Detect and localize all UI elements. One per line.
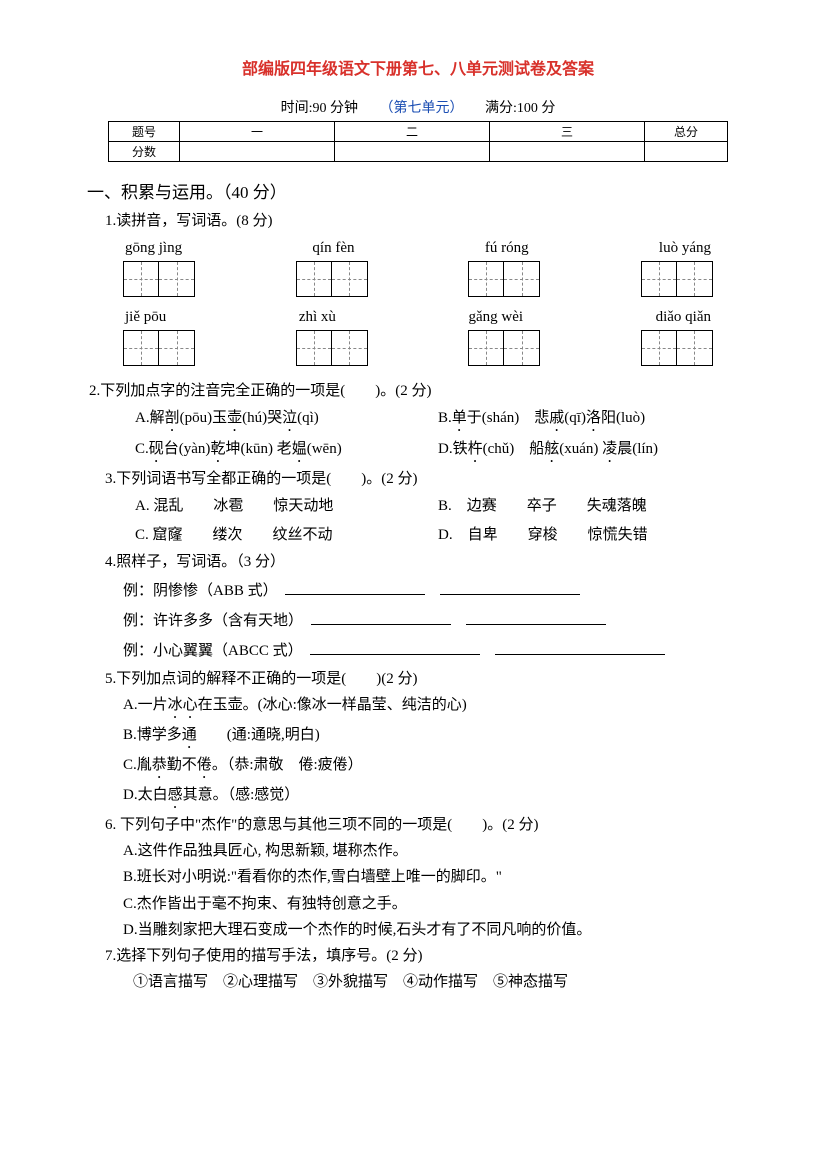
q4-ex1-label: 例：阴惨惨（ABB 式） xyxy=(123,583,270,599)
q7-title: 7.选择下列句子使用的描写手法，填序号。(2 分) xyxy=(105,943,741,969)
table-row: 题号 一 二 三 总分 xyxy=(109,122,728,142)
char-box-pair[interactable] xyxy=(468,261,540,297)
q4-ex2: 例：许许多多（含有天地） xyxy=(123,606,741,636)
q4-ex3-label: 例：小心翼翼（ABCC 式） xyxy=(123,643,295,659)
q5-opt-a: A.一片冰心在玉壶。(冰心:像冰一样晶莹、纯洁的心) xyxy=(123,692,741,722)
q2-opt-b: B.单于(shán) 悲戚(qī)洛阳(luò) xyxy=(438,404,741,435)
q3-stem-b: )。(2 分) xyxy=(361,471,417,487)
cell xyxy=(645,142,728,162)
blank-input[interactable] xyxy=(311,624,451,625)
cell-label: 分数 xyxy=(109,142,180,162)
q5-stem-b: )(2 分) xyxy=(376,671,417,687)
char-box-pair[interactable] xyxy=(641,261,713,297)
pinyin-row-2: jiě pōu zhì xù gǎng wèi diǎo qiǎn xyxy=(125,309,711,326)
q6-opt-c: C.杰作皆出于毫不拘束、有独特创意之手。 xyxy=(123,891,741,917)
pinyin-item: gǎng wèi xyxy=(468,309,523,326)
q5-opt-b: B.博学多通 (通:通晓,明白) xyxy=(123,722,741,752)
cell xyxy=(180,142,335,162)
cell: 一 xyxy=(180,122,335,142)
q6-stem-b: )。(2 分) xyxy=(482,817,538,833)
section-1-title: 一、积累与运用。（40 分） xyxy=(87,178,741,203)
q5-title: 5.下列加点词的解释不正确的一项是( )(2 分) xyxy=(105,666,741,692)
char-box-pair[interactable] xyxy=(123,330,195,366)
q2-title: 2.下列加点字的注音完全正确的一项是( )。(2 分) xyxy=(89,378,741,404)
q6-opt-a: A.这件作品独具匠心, 构思新颖, 堪称杰作。 xyxy=(123,838,741,864)
q3-opt-a: A. 混乱 冰雹 惊天动地 xyxy=(135,492,438,521)
char-box-pair[interactable] xyxy=(296,330,368,366)
meta-row: 时间:90 分钟 （第七单元） 满分:100 分 xyxy=(95,97,741,117)
cell-label: 题号 xyxy=(109,122,180,142)
q7-options: ①语言描写 ②心理描写 ③外貌描写 ④动作描写 ⑤神态描写 xyxy=(133,969,741,996)
char-box-pair[interactable] xyxy=(641,330,713,366)
q2-stem-a: 2.下列加点字的注音完全正确的一项是( xyxy=(89,383,345,399)
boxes-row-2 xyxy=(123,330,713,366)
q1-title: 1.读拼音，写词语。(8 分) xyxy=(105,209,741,234)
blank-input[interactable] xyxy=(466,624,606,625)
pinyin-item: gōng jìng xyxy=(125,240,182,257)
q3-opt-c: C. 窟窿 缕次 纹丝不动 xyxy=(135,521,438,550)
time-text: 时间:90 分钟 xyxy=(281,101,358,116)
pinyin-item: jiě pōu xyxy=(125,309,166,326)
q6-stem-a: 6. 下列句子中"杰作"的意思与其他三项不同的一项是( xyxy=(105,817,452,833)
score-table: 题号 一 二 三 总分 分数 xyxy=(108,121,728,162)
blank-input[interactable] xyxy=(495,654,665,655)
cell xyxy=(335,142,490,162)
cell: 总分 xyxy=(645,122,728,142)
q2-opt-d: D.铁杵(chǔ) 船舷(xuán) 凌晨(lín) xyxy=(438,435,741,466)
q6-opt-d: D.当雕刻家把大理石变成一个杰作的时候,石头才有了不同凡响的价值。 xyxy=(123,917,741,943)
q4-ex2-label: 例：许许多多（含有天地） xyxy=(123,613,296,629)
q6-opt-b: B.班长对小明说:"看看你的杰作,雪白墙壁上唯一的脚印。" xyxy=(123,864,741,890)
q3-options: A. 混乱 冰雹 惊天动地 B. 边赛 卒子 失魂落魄 C. 窟窿 缕次 纹丝不… xyxy=(135,492,741,549)
blank-input[interactable] xyxy=(440,594,580,595)
q2-stem-b: )。(2 分) xyxy=(375,383,431,399)
q2-opt-c: C.砚台(yàn)乾坤(kūn) 老媪(wēn) xyxy=(135,435,438,466)
q6-title: 6. 下列句子中"杰作"的意思与其他三项不同的一项是( )。(2 分) xyxy=(105,812,741,838)
cell: 三 xyxy=(490,122,645,142)
unit-text: （第七单元） xyxy=(380,101,464,116)
pinyin-item: zhì xù xyxy=(299,309,336,326)
q4-ex1: 例：阴惨惨（ABB 式） xyxy=(123,576,741,606)
q3-stem-a: 3.下列词语书写全都正确的一项是( xyxy=(105,471,331,487)
q3-title: 3.下列词语书写全都正确的一项是( )。(2 分) xyxy=(105,466,741,492)
q4-ex3: 例：小心翼翼（ABCC 式） xyxy=(123,636,741,666)
q5-opt-c: C.胤恭勤不倦。（恭:肃敬 倦:疲倦） xyxy=(123,752,741,782)
table-row: 分数 xyxy=(109,142,728,162)
q5-opt-d: D.太白感其意。（感:感觉） xyxy=(123,782,741,812)
pinyin-item: fú róng xyxy=(485,240,529,257)
boxes-row-1 xyxy=(123,261,713,297)
pinyin-item: luò yáng xyxy=(659,240,711,257)
fullscore-text: 满分:100 分 xyxy=(485,101,555,116)
char-box-pair[interactable] xyxy=(296,261,368,297)
q3-opt-b: B. 边赛 卒子 失魂落魄 xyxy=(438,492,741,521)
pinyin-item: diǎo qiǎn xyxy=(656,309,711,326)
char-box-pair[interactable] xyxy=(468,330,540,366)
pinyin-item: qín fèn xyxy=(312,240,354,257)
cell xyxy=(490,142,645,162)
q4-title: 4.照样子，写词语。（3 分） xyxy=(105,549,741,575)
blank-input[interactable] xyxy=(310,654,480,655)
char-box-pair[interactable] xyxy=(123,261,195,297)
page-title: 部编版四年级语文下册第七、八单元测试卷及答案 xyxy=(95,55,741,79)
q5-stem-a: 5.下列加点词的解释不正确的一项是( xyxy=(105,671,346,687)
cell: 二 xyxy=(335,122,490,142)
pinyin-row-1: gōng jìng qín fèn fú róng luò yáng xyxy=(125,240,711,257)
q2-opt-a: A.解剖(pōu)玉壶(hú)哭泣(qì) xyxy=(135,404,438,435)
q3-opt-d: D. 自卑 穿梭 惊慌失错 xyxy=(438,521,741,550)
q2-options: A.解剖(pōu)玉壶(hú)哭泣(qì) B.单于(shán) 悲戚(qī)洛… xyxy=(135,404,741,466)
blank-input[interactable] xyxy=(285,594,425,595)
